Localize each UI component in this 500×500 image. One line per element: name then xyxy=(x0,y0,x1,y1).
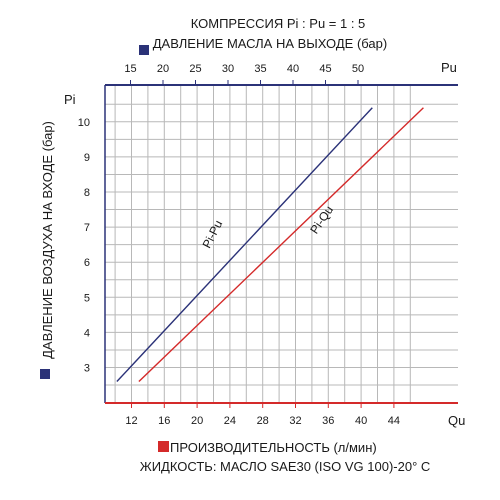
top-axis-title: ДАВЛЕНИЕ МАСЛА НА ВЫХОДЕ (бар) xyxy=(153,36,387,51)
series-label: Pi-Pu xyxy=(200,218,226,251)
y-tick-label: 6 xyxy=(84,257,90,269)
blue-legend-square xyxy=(139,45,149,55)
bottom-tick-label: 28 xyxy=(257,415,269,427)
y-axis-title: ДАВЛЕНИЕ ВОЗДУХА НА ВХОДЕ (бар) xyxy=(40,121,55,359)
bottom-tick-label: 16 xyxy=(158,415,170,427)
top-axis-symbol: Pu xyxy=(441,60,457,75)
top-tick-label: 35 xyxy=(254,63,266,75)
bottom-tick-label: 40 xyxy=(355,415,367,427)
series-line-pi-qu xyxy=(138,107,424,383)
bottom-tick-label: 20 xyxy=(191,415,203,427)
bottom-tick-label: 36 xyxy=(322,415,334,427)
y-axis-symbol: Pi xyxy=(64,92,76,107)
y-tick-label: 4 xyxy=(84,327,90,339)
y-tick-label: 5 xyxy=(84,292,90,304)
y-tick-label: 3 xyxy=(84,363,90,375)
fluid-note: ЖИДКОСТЬ: МАСЛО SAE30 (ISO VG 100)-20° C xyxy=(140,459,431,474)
top-tick-label: 15 xyxy=(124,63,136,75)
top-tick-label: 30 xyxy=(222,63,234,75)
bottom-tick-label: 32 xyxy=(289,415,301,427)
top-tick-label: 40 xyxy=(287,63,299,75)
bottom-tick-label: 12 xyxy=(125,415,137,427)
blue-axis-marker xyxy=(40,369,50,379)
y-tick-label: 8 xyxy=(84,187,90,199)
y-tick-label: 9 xyxy=(84,152,90,164)
compression-ratio-title: КОМПРЕССИЯ Pi : Pu = 1 : 5 xyxy=(191,16,366,31)
bottom-tick-label: 44 xyxy=(388,415,400,427)
bottom-tick-label: 24 xyxy=(224,415,236,427)
top-tick-label: 25 xyxy=(189,63,201,75)
top-tick-label: 50 xyxy=(352,63,364,75)
bottom-axis-title: ПРОИЗВОДИТЕЛЬНОСТЬ (л/мин) xyxy=(170,440,377,455)
grid xyxy=(105,85,458,403)
y-tick-label: 10 xyxy=(78,117,90,129)
series-line-pi-pu xyxy=(116,107,373,383)
axes xyxy=(104,80,458,408)
bottom-axis-symbol: Qu xyxy=(448,413,465,428)
top-tick-label: 20 xyxy=(157,63,169,75)
red-legend-square xyxy=(158,441,169,452)
top-tick-label: 45 xyxy=(319,63,331,75)
y-tick-label: 7 xyxy=(84,222,90,234)
